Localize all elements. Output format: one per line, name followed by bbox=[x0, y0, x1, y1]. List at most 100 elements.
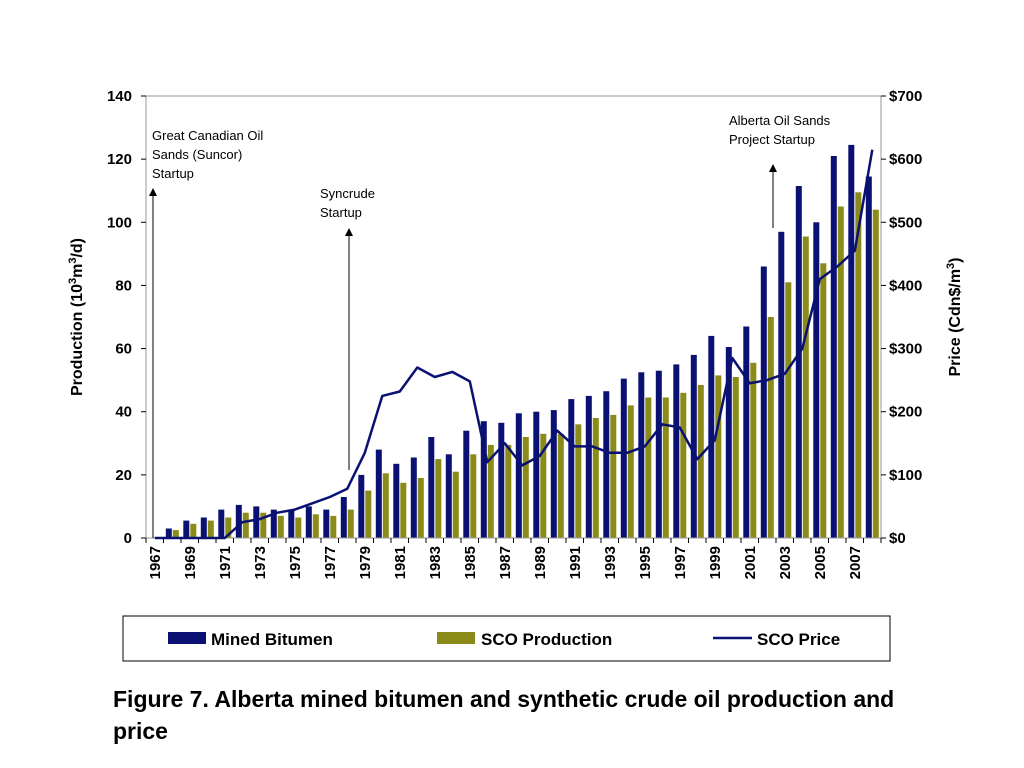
bar-mined-bitumen bbox=[165, 528, 172, 538]
bar-mined-bitumen bbox=[830, 156, 837, 538]
bar-mined-bitumen bbox=[550, 410, 557, 538]
x-tick-label: 2001 bbox=[742, 546, 759, 579]
y-tick-label: 0 bbox=[124, 530, 132, 547]
bar-sco-production bbox=[750, 362, 757, 538]
y2-tick-label: $700 bbox=[889, 88, 922, 105]
y2-tick-label: $100 bbox=[889, 467, 922, 484]
annotation-arrow-head bbox=[149, 188, 157, 196]
bar-mined-bitumen bbox=[673, 364, 680, 538]
x-tick-label: 1983 bbox=[427, 546, 444, 579]
y2-axis-title-sup: 3 bbox=[945, 263, 957, 269]
bar-sco-production bbox=[610, 414, 617, 538]
y-tick-label: 140 bbox=[107, 88, 132, 105]
annotation-text: Startup bbox=[152, 166, 194, 181]
bar-sco-production bbox=[662, 397, 669, 538]
y-axis-title: Production (103m3/d) bbox=[67, 238, 86, 396]
bar-sco-production bbox=[715, 375, 722, 538]
price-line-layer bbox=[154, 149, 874, 540]
y2-axis-title: Price (Cdn$/m3) bbox=[945, 257, 964, 376]
y2-tick-label: $0 bbox=[889, 530, 906, 547]
x-tick-label: 1995 bbox=[637, 546, 654, 579]
bar-mined-bitumen bbox=[218, 509, 225, 538]
legend: Mined Bitumen SCO Production SCO Price bbox=[122, 615, 891, 662]
bar-sco-production bbox=[225, 517, 232, 538]
x-tick-label: 1969 bbox=[182, 546, 199, 579]
y2-tick-label: $400 bbox=[889, 277, 922, 294]
y-tick-label: 20 bbox=[115, 467, 132, 484]
bar-mined-bitumen bbox=[235, 504, 242, 538]
figure-caption: Figure 7. Alberta mined bitumen and synt… bbox=[113, 686, 895, 744]
bar-mined-bitumen bbox=[445, 454, 452, 538]
bar-mined-bitumen bbox=[865, 176, 872, 538]
x-tick-label: 1981 bbox=[392, 546, 409, 579]
bar-sco-production bbox=[400, 482, 407, 539]
bar-sco-production bbox=[277, 515, 284, 538]
bar-mined-bitumen bbox=[603, 391, 610, 538]
y-tick-label: 60 bbox=[115, 341, 132, 358]
annotation-text: Great Canadian Oil bbox=[152, 128, 263, 143]
legend-label-sco-production: SCO Production bbox=[481, 630, 612, 649]
bar-mined-bitumen bbox=[375, 449, 382, 538]
x-tick-label: 1979 bbox=[357, 546, 374, 579]
legend-frame bbox=[122, 615, 891, 662]
bar-mined-bitumen bbox=[533, 411, 540, 538]
bar-mined-bitumen bbox=[638, 372, 645, 539]
x-tick-label: 1985 bbox=[462, 546, 479, 579]
bar-sco-production bbox=[347, 509, 354, 538]
bar-sco-production bbox=[680, 392, 687, 538]
bar-mined-bitumen bbox=[690, 354, 697, 538]
bar-mined-bitumen bbox=[778, 231, 785, 539]
bar-sco-production bbox=[767, 317, 774, 538]
bar-sco-production bbox=[312, 514, 319, 538]
bar-mined-bitumen bbox=[288, 509, 295, 538]
bar-mined-bitumen bbox=[410, 457, 417, 538]
bar-sco-production bbox=[697, 384, 704, 538]
legend-swatch-sco-production bbox=[437, 632, 475, 644]
bar-mined-bitumen bbox=[183, 520, 190, 538]
bar-sco-production bbox=[540, 433, 547, 538]
bar-mined-bitumen bbox=[848, 144, 855, 538]
x-tick-label: 1989 bbox=[532, 546, 549, 579]
bar-sco-production bbox=[172, 530, 179, 538]
annotation-text: Alberta Oil Sands bbox=[729, 113, 831, 128]
x-tick-label: 1973 bbox=[252, 546, 269, 579]
y-tick-label: 40 bbox=[115, 404, 132, 421]
bar-mined-bitumen bbox=[760, 266, 767, 538]
bar-sco-production bbox=[837, 206, 844, 538]
x-tick-label: 1971 bbox=[217, 546, 234, 579]
bar-sco-production bbox=[505, 444, 512, 538]
bar-mined-bitumen bbox=[498, 422, 505, 538]
annotation-arrow-head bbox=[769, 164, 777, 172]
bar-sco-production bbox=[260, 512, 267, 538]
bar-sco-production bbox=[487, 444, 494, 538]
y-axis-ticks: 0 20 40 60 80 100 120 140 bbox=[107, 88, 146, 547]
y-tick-label: 120 bbox=[107, 151, 132, 168]
bar-sco-production bbox=[522, 437, 529, 538]
bar-sco-production bbox=[820, 263, 827, 538]
bar-sco-production bbox=[575, 424, 582, 538]
x-tick-label: 1999 bbox=[707, 546, 724, 579]
x-tick-label: 1997 bbox=[672, 546, 689, 579]
bar-mined-bitumen bbox=[323, 509, 330, 538]
annotation-text: Startup bbox=[320, 205, 362, 220]
y-axis-title-sup: 3 bbox=[67, 278, 79, 284]
bar-sco-production bbox=[645, 397, 652, 538]
x-tick-label: 1977 bbox=[322, 546, 339, 579]
bar-sco-production bbox=[242, 512, 249, 538]
bar-sco-production bbox=[417, 478, 424, 538]
y2-tick-label: $500 bbox=[889, 214, 922, 231]
bar-sco-production bbox=[382, 473, 389, 538]
y-tick-label: 100 bbox=[107, 214, 132, 231]
bar-sco-production bbox=[207, 520, 214, 538]
bar-sco-production bbox=[855, 192, 862, 539]
bar-mined-bitumen bbox=[305, 506, 312, 538]
bar-mined-bitumen bbox=[270, 509, 277, 538]
bar-mined-bitumen bbox=[725, 347, 732, 538]
bar-sco-production bbox=[557, 433, 564, 538]
bar-layer bbox=[165, 144, 879, 539]
bar-sco-production bbox=[452, 471, 459, 538]
bar-sco-production bbox=[330, 515, 337, 538]
bar-sco-production bbox=[295, 517, 302, 538]
bar-mined-bitumen bbox=[708, 335, 715, 538]
